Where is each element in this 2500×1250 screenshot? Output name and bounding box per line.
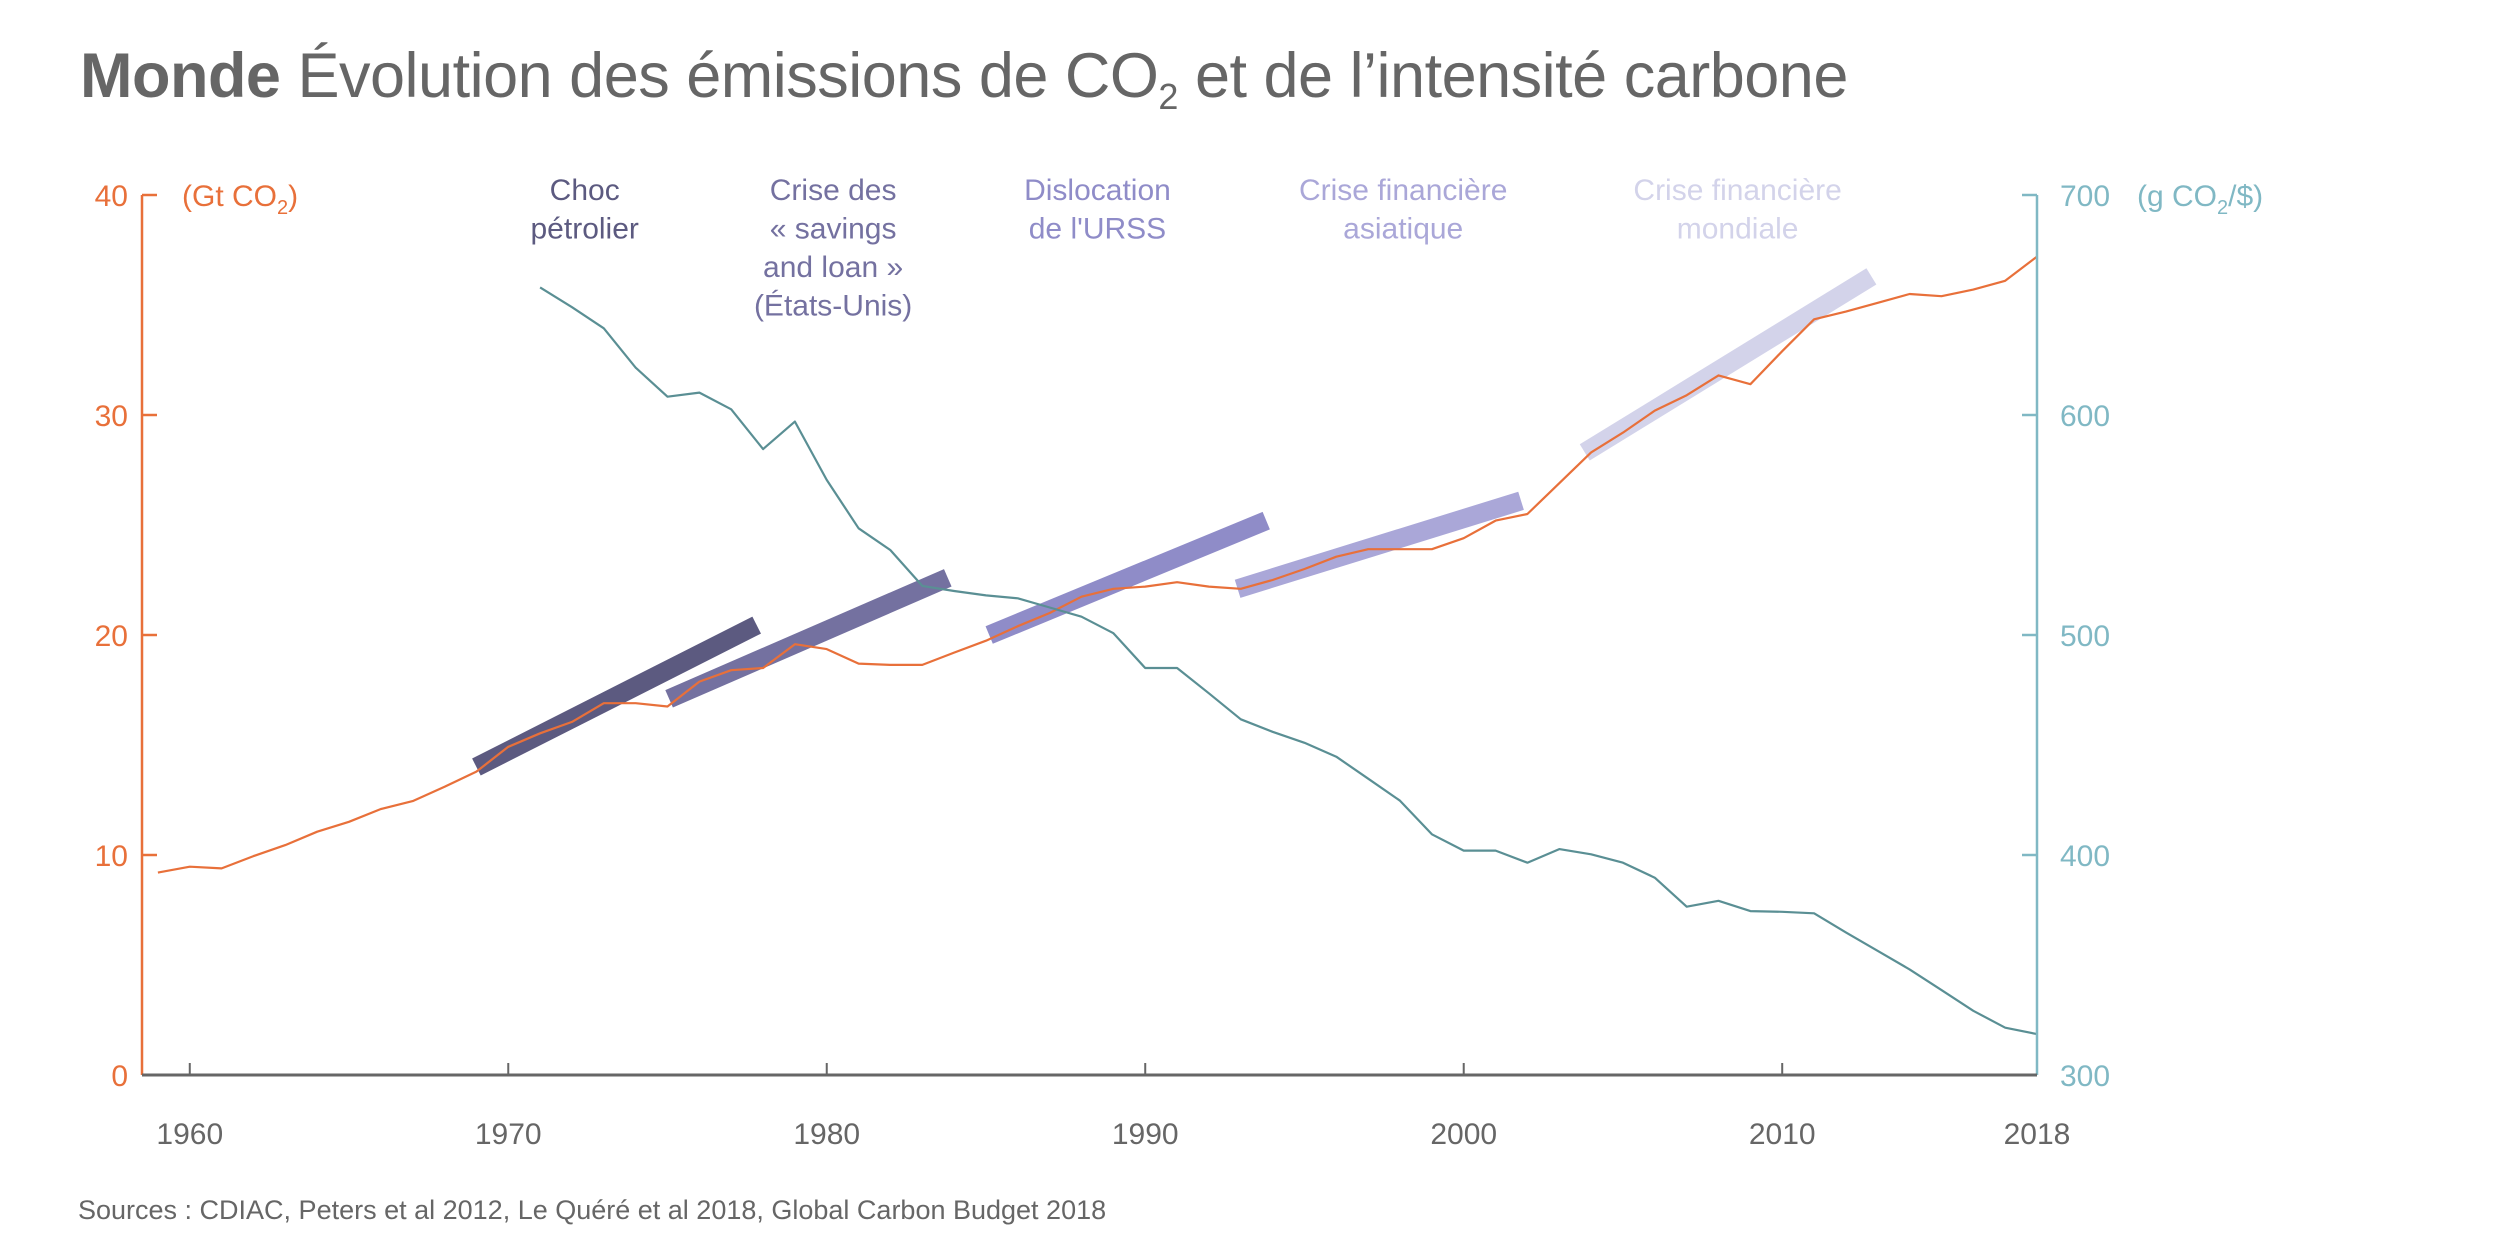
axes: 0 10 20 30 40 (Gt CO2) 300 400 500 600 700 (g CO2/$…	[95, 180, 2264, 1151]
title-main: Évolution des émissions de CO2 et de l’i…	[297, 41, 1848, 115]
right-tick-label: 400	[2060, 840, 2110, 873]
event-band-2	[985, 511, 1270, 644]
event-label-line: Crise financière	[1633, 174, 1841, 207]
event-label-line: de l'URSS	[1029, 213, 1166, 246]
title-subscript: 2	[1158, 76, 1178, 117]
x-tick-label: 1990	[1112, 1118, 1179, 1151]
chart-title: Monde Évolution des émissions de CO2 et …	[80, 40, 1848, 115]
right-tick-label: 700	[2060, 180, 2110, 213]
x-tick-label: 2018	[2004, 1118, 2071, 1151]
right-axis-unit-label: (g CO2/$)	[2137, 180, 2263, 219]
event-label-line: asiatique	[1343, 213, 1463, 246]
title-text: Évolution des émissions de CO	[297, 41, 1159, 111]
event-label-line: mondiale	[1677, 213, 1799, 246]
x-tick-label: 2000	[1430, 1118, 1497, 1151]
left-tick-label: 0	[111, 1060, 128, 1093]
series-lines	[157, 255, 2038, 1036]
title-region: Monde	[80, 41, 281, 111]
sources-note: Sources : CDIAC, Peters et al 2012, Le Q…	[78, 1195, 1107, 1225]
event-label-1: Crise des « savings and loan » (États-Unis)	[754, 174, 912, 323]
event-band-0	[472, 616, 761, 776]
left-tick-label: 40	[95, 180, 128, 213]
right-tick-label: 600	[2060, 400, 2110, 433]
event-label-line: pétrolier	[531, 213, 639, 246]
title-text-end: et de l’intensité carbone	[1177, 41, 1848, 111]
event-label-0: Choc pétrolier	[531, 174, 639, 246]
event-label-3: Crise financière asiatique	[1299, 174, 1507, 246]
event-label-line: Crise financière	[1299, 174, 1507, 207]
event-label-line: (États-Unis)	[754, 290, 912, 323]
event-band-3	[1234, 491, 1524, 598]
left-tick-label: 30	[95, 400, 128, 433]
right-tick-label: 500	[2060, 620, 2110, 653]
event-band-4	[1579, 268, 1877, 461]
x-tick-label: 1960	[156, 1118, 223, 1151]
x-tick-label: 1970	[475, 1118, 542, 1151]
event-bands	[472, 268, 1877, 776]
event-labels: Choc pétrolier Crise des « savings and loan …	[531, 174, 1842, 323]
intensity-line	[539, 286, 2038, 1036]
emissions-line	[157, 255, 2038, 874]
event-label-line: and loan »	[763, 251, 903, 284]
x-tick-label: 1980	[793, 1118, 860, 1151]
left-axis-unit-label: (Gt CO2)	[182, 180, 298, 219]
event-label-line: Crise des	[770, 174, 897, 207]
right-tick-label: 300	[2060, 1060, 2110, 1093]
left-tick-label: 10	[95, 840, 128, 873]
event-label-2: Dislocation de l'URSS	[1024, 174, 1171, 246]
event-band-1	[665, 569, 952, 708]
event-label-line: Choc	[550, 174, 620, 207]
event-label-line: Dislocation	[1024, 174, 1171, 207]
event-label-line: « savings	[770, 213, 897, 246]
x-tick-label: 2010	[1749, 1118, 1816, 1151]
left-tick-label: 20	[95, 620, 128, 653]
event-label-4: Crise financière mondiale	[1633, 174, 1841, 246]
